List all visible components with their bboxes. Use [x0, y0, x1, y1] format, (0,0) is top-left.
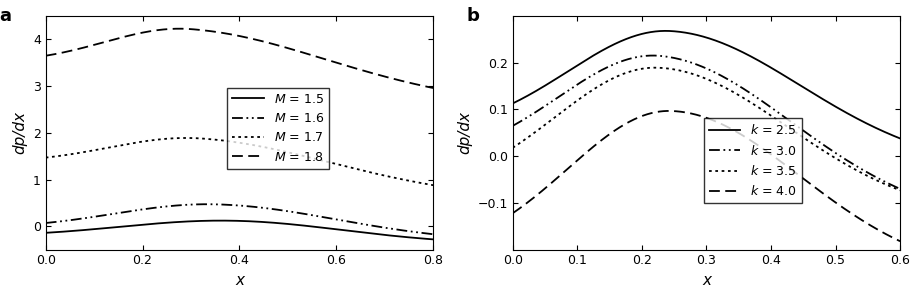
Legend: $M$ = 1.5, $M$ = 1.6, $M$ = 1.7, $M$ = 1.8: $M$ = 1.5, $M$ = 1.6, $M$ = 1.7, $M$ = 1…: [227, 88, 329, 168]
X-axis label: x: x: [235, 273, 244, 288]
Legend: $k$ = 2.5, $k$ = 3.0, $k$ = 3.5, $k$ = 4.0: $k$ = 2.5, $k$ = 3.0, $k$ = 3.5, $k$ = 4…: [704, 119, 801, 203]
Y-axis label: dp/dx: dp/dx: [457, 111, 472, 154]
Text: a: a: [0, 7, 11, 25]
Text: b: b: [466, 7, 480, 25]
Y-axis label: dp/dx: dp/dx: [12, 111, 28, 154]
X-axis label: x: x: [702, 273, 711, 288]
